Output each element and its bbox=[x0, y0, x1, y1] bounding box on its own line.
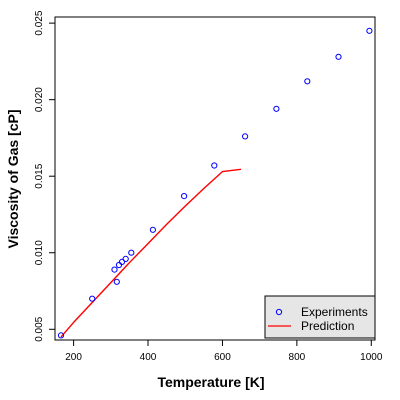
experiment-point bbox=[122, 255, 129, 262]
experiment-point bbox=[211, 162, 218, 169]
legend: Experiments Prediction bbox=[264, 295, 376, 339]
y-tick-label: 0.005 bbox=[34, 316, 45, 341]
experiment-point bbox=[273, 105, 280, 112]
experiment-point bbox=[242, 133, 249, 140]
experiment-point bbox=[335, 53, 342, 60]
experiment-point bbox=[89, 295, 96, 302]
x-tick-label: 400 bbox=[140, 352, 157, 363]
experiment-point bbox=[304, 78, 311, 85]
legend-label-experiments: Experiments bbox=[301, 305, 368, 319]
legend-box bbox=[264, 295, 376, 339]
x-tick-label: 600 bbox=[214, 352, 231, 363]
experiment-point bbox=[149, 226, 156, 233]
x-axis: 200 400 600 800 1000 bbox=[65, 340, 383, 363]
x-tick-label: 200 bbox=[65, 352, 82, 363]
prediction-layer bbox=[60, 168, 242, 338]
x-tick-label: 800 bbox=[289, 352, 306, 363]
y-tick-label: 0.015 bbox=[34, 163, 45, 188]
plot-frame bbox=[54, 16, 376, 341]
experiment-point bbox=[113, 278, 120, 285]
x-axis-title: Temperature [K] bbox=[157, 374, 264, 390]
y-tick-label: 0.025 bbox=[34, 10, 45, 35]
experiment-point bbox=[57, 332, 65, 339]
y-tick-label: 0.010 bbox=[34, 240, 45, 265]
experiment-point bbox=[111, 266, 118, 273]
x-tick-label: 1000 bbox=[360, 352, 383, 363]
experiment-point bbox=[118, 258, 126, 265]
y-tick-label: 0.020 bbox=[34, 87, 45, 112]
experiment-point bbox=[366, 27, 373, 34]
legend-label-prediction: Prediction bbox=[301, 319, 354, 333]
y-axis-title: Viscosity of Gas [cP] bbox=[5, 109, 21, 248]
prediction-line bbox=[60, 168, 242, 338]
experiment-point bbox=[128, 249, 135, 256]
y-axis: 0.005 0.010 0.015 0.020 0.025 bbox=[34, 10, 55, 342]
experiment-point bbox=[181, 193, 188, 200]
experiments-layer bbox=[57, 27, 373, 339]
legend-marker-experiments bbox=[275, 308, 283, 316]
